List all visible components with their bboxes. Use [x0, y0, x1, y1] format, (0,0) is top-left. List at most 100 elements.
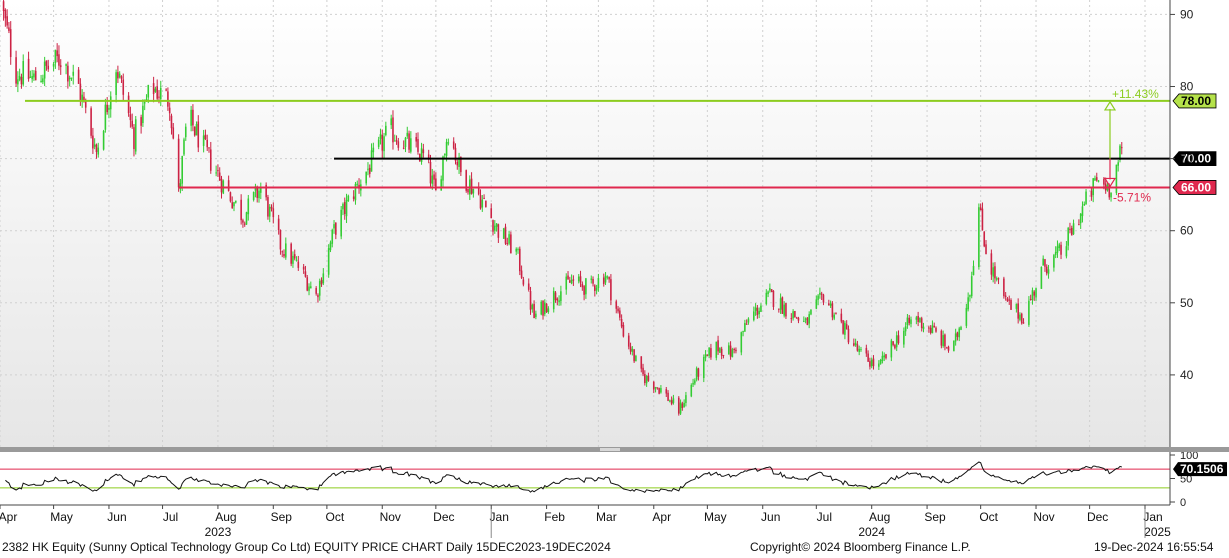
candle-body: [395, 140, 398, 142]
candle-body: [519, 248, 521, 272]
candle-body: [217, 170, 219, 172]
candle-body: [172, 127, 175, 139]
candle-body: [867, 353, 869, 362]
candle-body: [340, 209, 342, 237]
candle-body: [79, 83, 82, 101]
upside-arrow-head: [1103, 100, 1117, 111]
candle-body: [906, 317, 909, 326]
candle-body: [552, 290, 555, 310]
candle-body: [754, 307, 757, 311]
candle-body: [629, 346, 632, 352]
candle-body: [869, 361, 871, 367]
candle-body: [735, 349, 737, 352]
candle-body: [685, 395, 687, 403]
candle-body: [1095, 177, 1098, 181]
candle-body: [92, 135, 94, 149]
candle-body: [370, 150, 373, 172]
candle-body: [919, 317, 921, 323]
candle-body: [810, 309, 812, 315]
candle-body: [492, 220, 494, 232]
x-month-label: Aug: [215, 510, 236, 524]
candle-body: [644, 374, 646, 384]
candle-body: [1045, 266, 1048, 274]
candle-body: [677, 397, 680, 414]
candle-body: [335, 222, 337, 235]
candle-body: [381, 134, 384, 151]
candle-body: [647, 375, 650, 381]
candle-body: [565, 276, 568, 290]
candle-body: [815, 299, 818, 309]
candle-body: [1022, 322, 1025, 324]
candle-body: [415, 137, 417, 142]
candle-body: [245, 212, 248, 225]
candle-body: [447, 142, 450, 144]
candle-body: [202, 135, 205, 146]
candle-body: [654, 387, 657, 389]
candle-body: [765, 292, 768, 305]
candle-body: [42, 78, 44, 83]
rsi-tick-label: 0: [1180, 497, 1186, 509]
rsi-value-label: 70.1506: [1180, 462, 1224, 476]
candle-body: [595, 287, 598, 291]
candle-body: [17, 79, 19, 85]
candle-body: [1097, 180, 1100, 182]
candle-body: [570, 279, 573, 284]
candle-body: [915, 317, 918, 320]
candle-body: [945, 347, 948, 349]
candle-body: [520, 270, 523, 278]
candle-body: [218, 172, 221, 181]
y-tick-label: 80: [1180, 80, 1194, 94]
candle-body: [885, 354, 887, 359]
candle-body: [97, 147, 100, 155]
candle-body: [756, 307, 759, 316]
candle-body: [854, 342, 857, 346]
candle-body: [81, 94, 83, 101]
grid-lines: [0, 0, 1170, 447]
candle-body: [808, 314, 810, 324]
candle-body: [1003, 278, 1005, 297]
candle-body: [817, 295, 819, 300]
candle-body: [890, 340, 893, 358]
candle-body: [931, 325, 934, 334]
level-lines: 78.00 70.00 66.00 +11.43% -5.71%: [25, 87, 1217, 204]
candle-body: [729, 345, 732, 357]
candle-body: [435, 178, 437, 191]
candle-body: [1085, 191, 1087, 205]
candle-body: [418, 153, 421, 161]
candle-body: [767, 291, 769, 295]
candle-body: [134, 119, 137, 152]
candle-body: [983, 231, 986, 247]
candle-body: [390, 118, 392, 126]
candle-body: [143, 101, 146, 104]
candle-body: [879, 359, 882, 364]
candle-body: [267, 197, 269, 217]
candle-body: [43, 61, 46, 79]
candle-body: [495, 223, 498, 227]
candle-body: [277, 218, 280, 231]
candle-body: [1042, 258, 1044, 266]
candle-body: [935, 327, 937, 332]
candle-body: [102, 130, 105, 150]
candle-body: [140, 117, 142, 126]
candle-body: [633, 349, 635, 362]
candle-body: [560, 291, 562, 302]
candle-body: [184, 126, 187, 138]
candle-body: [981, 208, 984, 231]
candle-body: [583, 286, 585, 295]
rsi-indicator: 100 50 0 70.1506: [0, 450, 1227, 509]
candle-body: [427, 154, 430, 160]
x-month-label: Feb: [544, 510, 565, 524]
candle-body: [127, 95, 130, 114]
candle-body: [928, 327, 930, 329]
candle-body: [870, 359, 873, 367]
candle-body: [177, 138, 180, 188]
candle-body: [352, 196, 355, 199]
candle-body: [442, 156, 444, 181]
candle-body: [920, 318, 923, 328]
candle-body: [58, 54, 60, 66]
candle-body: [122, 79, 125, 95]
candle-body: [356, 183, 359, 185]
candle-body: [167, 91, 169, 107]
candle-body: [458, 157, 460, 167]
candle-body: [204, 134, 207, 140]
